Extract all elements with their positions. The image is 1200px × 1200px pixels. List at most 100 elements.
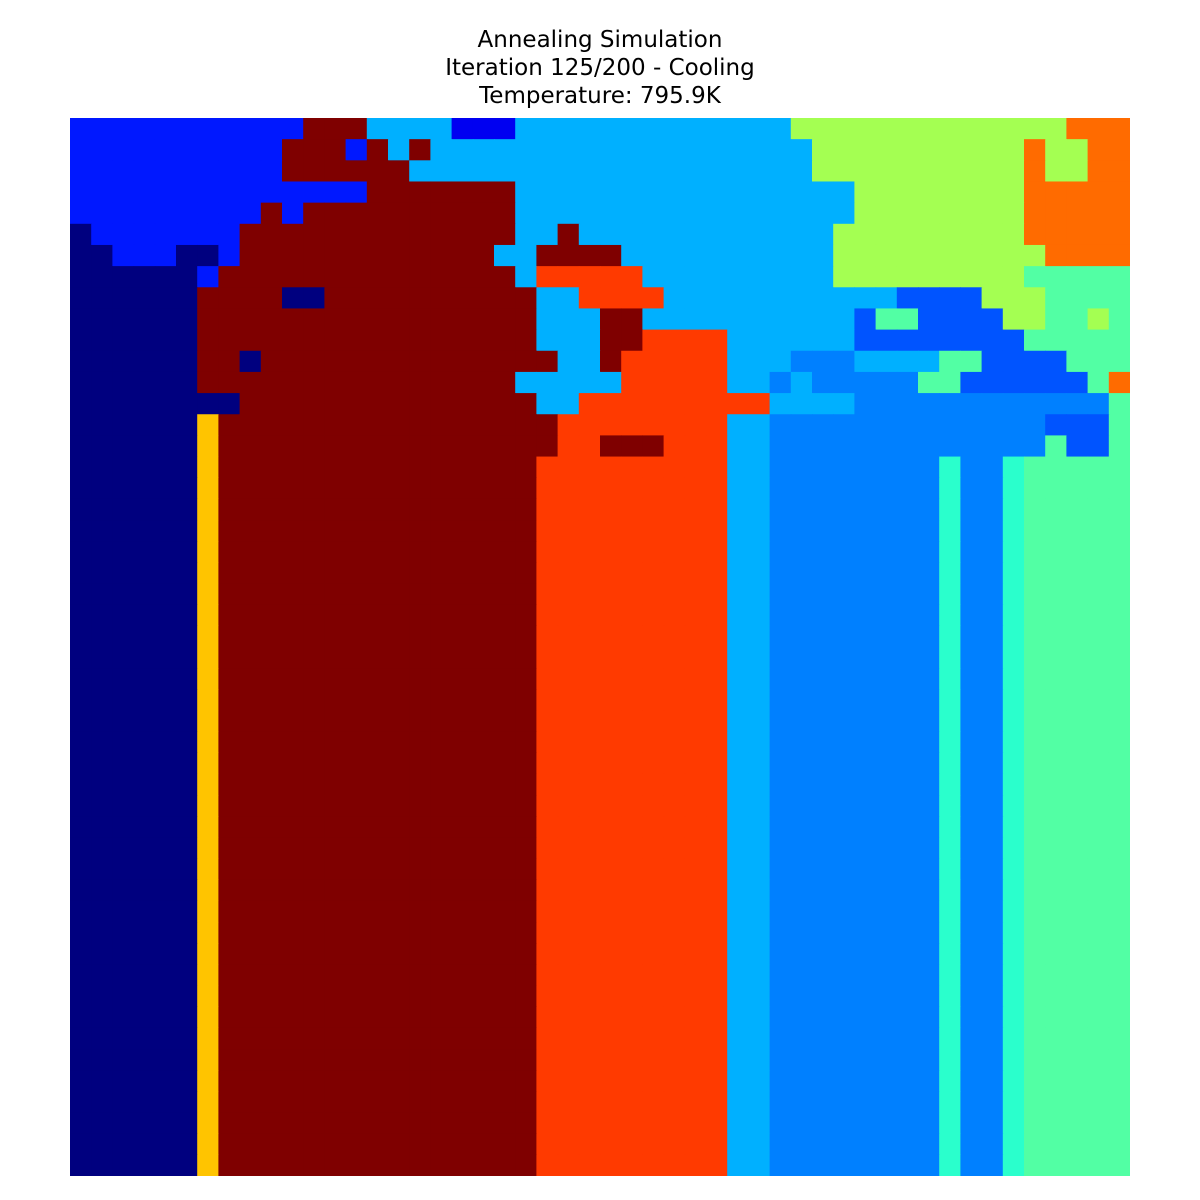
heatmap-cell <box>218 752 241 775</box>
heatmap-cell <box>515 414 537 436</box>
heatmap-cell <box>981 583 1004 606</box>
heatmap-cell <box>1108 266 1130 288</box>
heatmap-cell <box>960 879 983 902</box>
heatmap-cell <box>239 922 262 944</box>
heatmap-cell <box>833 583 855 606</box>
heatmap-cell <box>366 731 389 754</box>
heatmap-cell <box>1087 795 1110 817</box>
heatmap-cell <box>663 1006 686 1029</box>
heatmap-cell <box>303 371 325 394</box>
heatmap-cell <box>451 943 474 965</box>
heatmap-cell <box>133 393 156 415</box>
heatmap-cell <box>133 371 156 394</box>
heatmap-cell <box>472 223 495 246</box>
heatmap-cell <box>494 562 516 585</box>
heatmap-cell <box>366 1112 389 1135</box>
heatmap-cell <box>154 266 177 288</box>
heatmap-cell <box>812 879 834 902</box>
heatmap-cell <box>918 329 940 352</box>
heatmap-cell <box>939 943 961 965</box>
heatmap-cell <box>1002 1112 1025 1135</box>
heatmap-cell <box>388 181 410 204</box>
heatmap-cell <box>981 223 1004 246</box>
heatmap-cell <box>642 329 665 352</box>
heatmap-cell <box>1024 625 1046 648</box>
heatmap-cell <box>748 879 771 902</box>
heatmap-cell <box>663 223 686 246</box>
heatmap-cell <box>706 964 728 987</box>
heatmap-cell <box>409 1006 431 1029</box>
heatmap-cell <box>769 647 792 669</box>
heatmap-cell <box>812 562 834 585</box>
heatmap-cell <box>303 943 325 965</box>
heatmap-cell <box>154 900 177 923</box>
heatmap-cell <box>154 202 177 225</box>
heatmap-cell <box>1045 795 1067 817</box>
heatmap-cell <box>790 202 813 225</box>
heatmap-cell <box>918 139 940 161</box>
heatmap-cell <box>896 922 919 944</box>
heatmap-cell <box>366 837 389 860</box>
heatmap-cell <box>557 604 580 627</box>
heatmap-cell <box>600 1154 622 1176</box>
heatmap-cell <box>1108 1006 1130 1029</box>
heatmap-cell <box>600 795 622 817</box>
heatmap-cell <box>176 562 198 585</box>
heatmap-cell <box>1066 943 1089 965</box>
heatmap-cell <box>939 625 961 648</box>
heatmap-cell <box>642 1091 665 1114</box>
heatmap-cell <box>706 1070 728 1092</box>
heatmap-cell <box>1024 1070 1046 1092</box>
heatmap-cell <box>578 562 601 585</box>
heatmap-cell <box>197 816 219 839</box>
heatmap-cell <box>366 1070 389 1092</box>
heatmap-cell <box>621 583 643 606</box>
heatmap-cell <box>706 731 728 754</box>
heatmap-cell <box>1066 160 1089 183</box>
heatmap-cell <box>621 139 643 161</box>
heatmap-cell <box>388 202 410 225</box>
heatmap-cell <box>409 795 431 817</box>
heatmap-cell <box>684 731 707 754</box>
heatmap-cell <box>642 266 665 288</box>
heatmap-cell <box>1045 435 1067 458</box>
heatmap-cell <box>1087 223 1110 246</box>
heatmap-cell <box>621 668 643 690</box>
heatmap-cell <box>154 943 177 965</box>
heatmap-cell <box>260 689 283 712</box>
heatmap-cell <box>239 371 262 394</box>
heatmap-cell <box>642 562 665 585</box>
heatmap-cell <box>112 1027 135 1050</box>
heatmap-cell <box>684 498 707 521</box>
heatmap-cell <box>154 181 177 204</box>
heatmap-cell <box>1087 689 1110 712</box>
heatmap-cell <box>1108 414 1130 436</box>
heatmap-cell <box>684 1091 707 1114</box>
heatmap-cell <box>642 964 665 987</box>
heatmap-cell <box>642 1112 665 1135</box>
heatmap-cell <box>896 562 919 585</box>
heatmap-cell <box>790 668 813 690</box>
heatmap-cell <box>960 350 983 373</box>
heatmap-cell <box>239 160 262 183</box>
heatmap-cell <box>621 1049 643 1071</box>
heatmap-cell <box>1024 477 1046 500</box>
heatmap-cell <box>324 414 347 436</box>
heatmap-cell <box>70 943 92 965</box>
heatmap-cell <box>345 223 368 246</box>
heatmap-cell <box>536 985 559 1008</box>
heatmap-cell <box>557 562 580 585</box>
heatmap-cell <box>430 1049 453 1071</box>
heatmap-cell <box>939 858 961 881</box>
heatmap-cell <box>578 1027 601 1050</box>
heatmap-cell <box>176 1049 198 1071</box>
heatmap-cell <box>748 477 771 500</box>
heatmap-cell <box>1087 287 1110 310</box>
heatmap-cell <box>430 520 453 542</box>
heatmap-cell <box>303 900 325 923</box>
heatmap-cell <box>1024 266 1046 288</box>
heatmap-cell <box>260 795 283 817</box>
heatmap-cell <box>600 414 622 436</box>
heatmap-cell <box>176 350 198 373</box>
heatmap-cell <box>218 287 241 310</box>
